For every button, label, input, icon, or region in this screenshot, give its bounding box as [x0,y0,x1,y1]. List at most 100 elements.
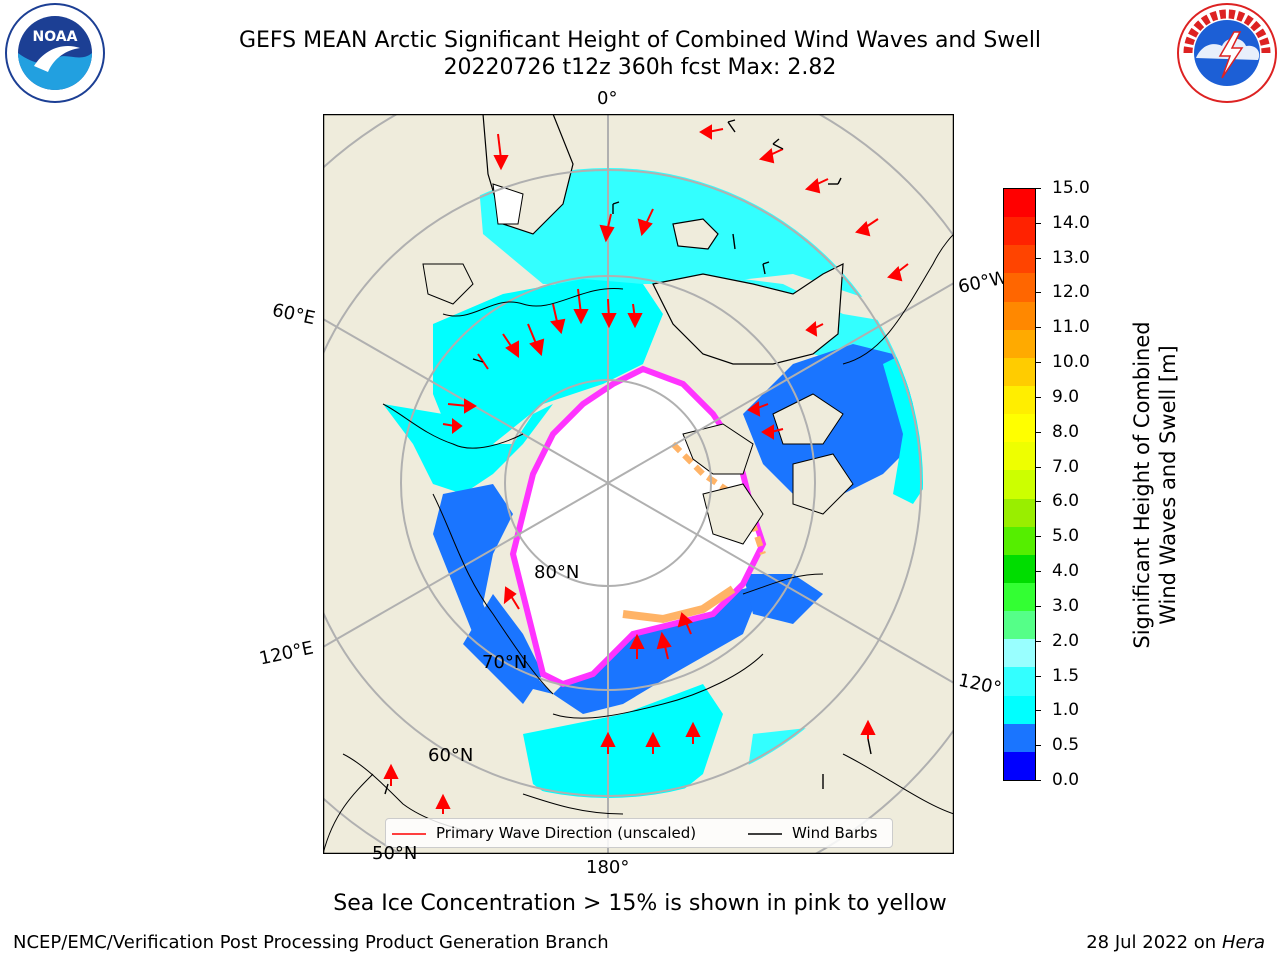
colorbar-tick-mark [1035,640,1041,642]
noaa-logo-text: NOAA [33,29,78,45]
iceland [672,218,719,250]
wave-arrow [656,631,672,660]
colorbar-tick-label: 14.0 [1052,212,1090,233]
legend-wind-barbs: Wind Barbs [792,824,878,842]
colorbar-tick-mark [1035,710,1041,712]
wave-arrow [550,303,566,335]
wave-arrow [442,418,463,434]
colorbar-tick-mark [1035,362,1041,364]
colorbar-tick-label: 5.0 [1052,526,1080,547]
noaa-logo: NOAA [4,2,106,104]
greenland [652,262,844,365]
colorbar-tick-mark [1035,536,1041,538]
wind-barb [384,783,389,795]
coastlines [322,233,955,855]
footer-host: Hera [1221,932,1265,953]
colorbar-tick-label: 0.5 [1052,735,1080,756]
colorbar-segment [1004,526,1035,555]
colorbar-segment [1004,470,1035,499]
wave-arrow [758,148,784,164]
wave-arrow [645,731,661,754]
nws-logo [1176,2,1278,104]
colorbar-segment [1004,245,1035,274]
label-lat-80: 80°N [534,562,580,583]
wave-arrow [573,288,589,325]
colorbar-tick-label: 11.0 [1052,317,1090,338]
colorbar-tick-mark [1035,327,1041,329]
wave-arrow [527,323,545,357]
map-title: GEFS MEAN Arctic Significant Height of C… [238,28,1042,53]
colorbar-segment [1004,751,1035,780]
polar-map [182,57,1034,909]
wave-arrow [493,133,509,171]
longitude-gridlines [322,114,955,854]
wave-arrow [887,263,909,282]
label-lon-120e: 120°E [257,637,316,670]
colorbar-tick-mark [1035,501,1041,503]
wave-arrow [435,793,451,814]
wave-arrow [502,333,519,358]
colorbar-tick-mark [1035,745,1041,747]
colorbar-tick-label: 13.0 [1052,247,1090,268]
colorbar-segment [1004,583,1035,612]
colorbar-segment [1004,301,1035,330]
colorbar-tick-label: 3.0 [1052,595,1080,616]
wave-arrow [627,303,643,329]
colorbar-tick-mark [1035,292,1041,294]
colorbar-label-line2: Wind Waves and Swell [m] [1156,345,1180,625]
label-lon-60e: 60°E [270,299,317,330]
map-panel: Primary Wave Direction (unscaled) Wind B… [182,57,1034,909]
legend-wave-direction: Primary Wave Direction (unscaled) [436,824,697,842]
colorbar-tick-label: 0.0 [1052,770,1080,790]
legend-wind-line [748,833,782,835]
wave-arrow [677,612,693,635]
wave-arrow [629,633,645,659]
wind-barb [472,358,484,363]
wave-arrow [503,586,520,610]
label-lon-60w: 60°W [956,267,1010,298]
colorbar-segment [1004,498,1035,527]
colorbar-segment [1004,357,1035,387]
colorbar-tick-mark [1035,431,1041,433]
colorbar-segment [1004,189,1035,218]
colorbar-tick-label: 7.0 [1052,456,1080,477]
wave-arrow [599,213,615,243]
wind-barb [867,738,872,755]
colorbar-tick-label: 10.0 [1052,352,1090,373]
colorbar-tick-mark [1035,396,1041,398]
wave-arrow [805,320,824,337]
colorbar-segment [1004,723,1035,752]
colorbar-tick-label: 9.0 [1052,386,1080,407]
map-legend: Primary Wave Direction (unscaled) Wind B… [385,818,893,848]
colorbar [1003,188,1036,781]
colorbar-label-line1: Significant Height of Combined [1130,321,1154,649]
colorbar-tick-mark [1035,571,1041,573]
wave-arrow [699,124,724,140]
colorbar-segment [1004,554,1035,584]
colorbar-segment [1004,442,1035,471]
label-lon-0: 0° [597,88,618,109]
colorbar-tick-label: 15.0 [1052,178,1090,198]
legend-wave-line [392,833,426,835]
colorbar-tick-label: 6.0 [1052,491,1080,512]
colorbar-ticks: 15.0 14.0 13.0 12.0 11.0 10.0 9.0 8.0 7.0 6.0 5.0 4… [1035,178,1102,790]
colorbar-tick-label: 4.0 [1052,561,1080,582]
colorbar-segment [1004,329,1035,358]
colorbar-segment [1004,217,1035,246]
colorbar-segment [1004,273,1035,302]
colorbar-tick-label: 1.0 [1052,700,1080,721]
label-lat-50: 50°N [372,843,418,864]
colorbar-tick-mark [1035,222,1041,224]
wind-barb [727,119,736,133]
map-subtitle: 20220726 t12z 360h fcst Max: 2.82 [443,55,837,80]
colorbar-segment [1004,611,1035,640]
colorbar-segment [1004,386,1035,415]
colorbar-tick-mark [1035,466,1041,468]
ice-caption: Sea Ice Concentration > 15% is shown in … [333,891,947,916]
colorbar-tick-label: 2.0 [1052,630,1080,651]
wave-arrow [600,731,616,754]
colorbar-tick-mark [1035,257,1041,259]
wave-arrow [383,763,399,786]
label-lat-60: 60°N [428,745,474,766]
wave-arrow [855,218,879,237]
